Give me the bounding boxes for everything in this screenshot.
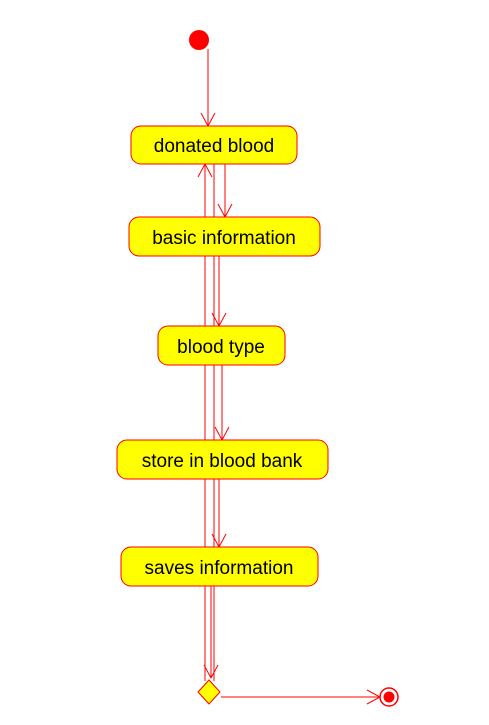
initial-node: [189, 30, 209, 50]
final-node: [379, 687, 399, 707]
node-label: store in blood bank: [142, 451, 303, 472]
node-label: blood type: [177, 337, 265, 358]
node-label: saves information: [145, 558, 294, 579]
node-store-in-blood-bank: store in blood bank: [116, 439, 329, 480]
decision-node: [197, 679, 221, 705]
arrowhead-icon: [203, 664, 219, 680]
node-basic-information: basic information: [128, 216, 321, 257]
node-label: donated blood: [154, 136, 274, 157]
node-saves-information: saves information: [120, 546, 319, 587]
node-donated-blood: donated blood: [130, 125, 298, 165]
node-blood-type: blood type: [157, 325, 286, 366]
node-label: basic information: [152, 228, 296, 249]
